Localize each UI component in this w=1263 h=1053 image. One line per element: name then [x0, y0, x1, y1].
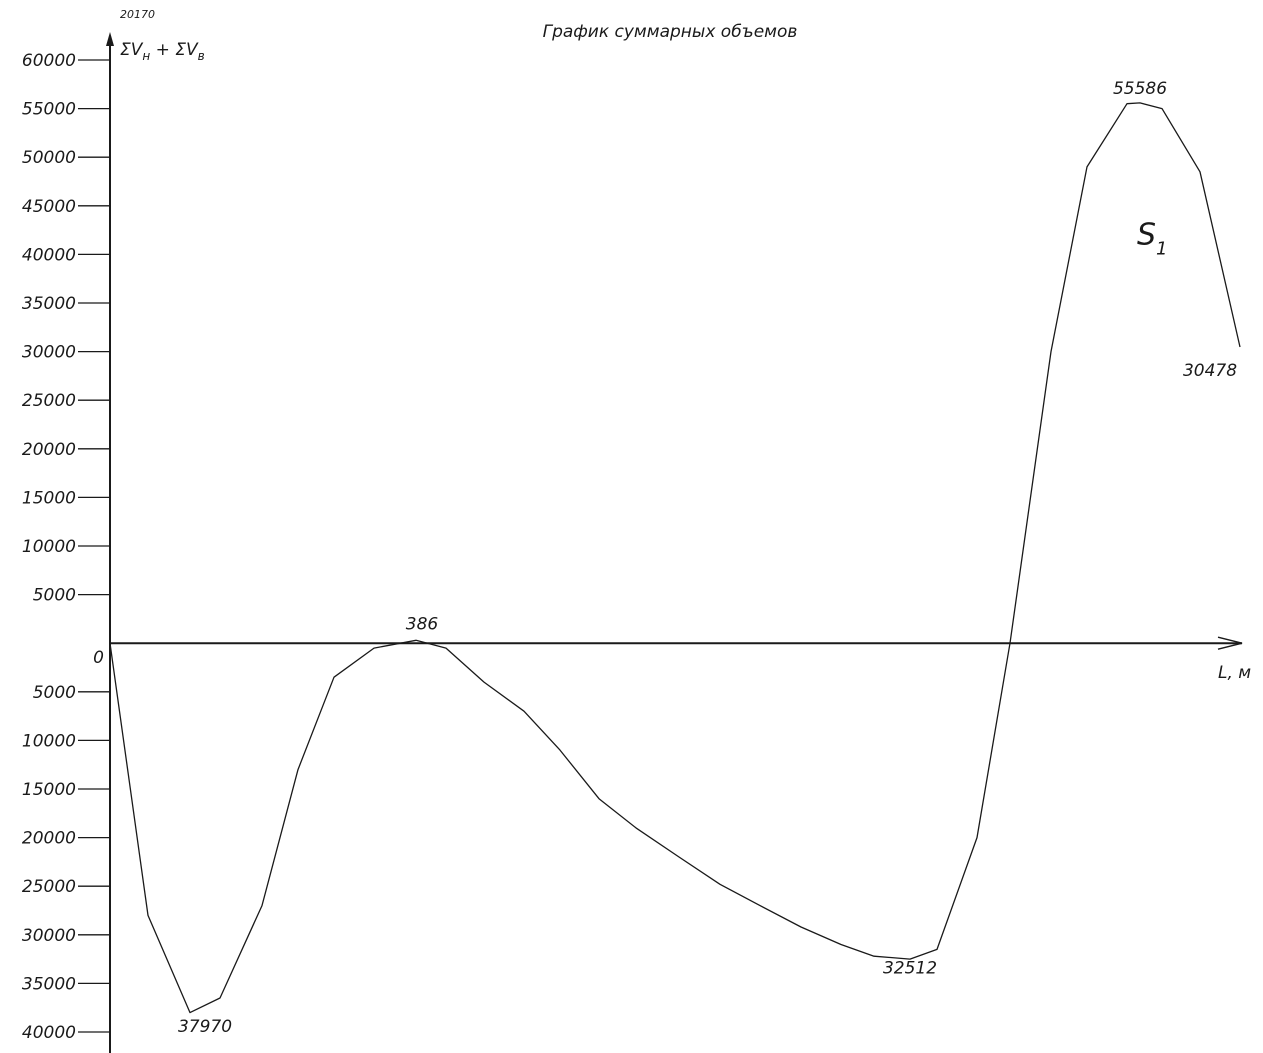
x-axis-label: L, м — [1218, 663, 1251, 683]
y-tick-label: 15000 — [22, 780, 76, 800]
y-axis-arrowhead — [106, 32, 114, 46]
y-tick-label: 35000 — [22, 974, 76, 994]
region-label-main: S — [1137, 218, 1156, 253]
y-tick-label: 10000 — [22, 537, 76, 557]
y-tick-label: 45000 — [22, 197, 76, 217]
y-tick-label: 20000 — [22, 829, 76, 849]
y-tick-label: 25000 — [22, 391, 76, 411]
data-label: 37970 — [178, 1017, 232, 1037]
y-tick-label: 25000 — [22, 877, 76, 897]
chart-title: График суммарных объемов — [543, 22, 798, 42]
data-label-layer: 37970 386 32512 55586 30478 — [178, 79, 1237, 1037]
data-label: 55586 — [1113, 79, 1167, 99]
x-axis-arrowhead — [1217, 636, 1243, 650]
y-tick-label: 40000 — [22, 245, 76, 265]
y-label-sub-1: н — [142, 49, 150, 63]
series-line — [109, 102, 1241, 1014]
y-tick-label: 30000 — [22, 343, 76, 363]
y-label-sub-2: в — [198, 49, 205, 63]
y-tick-label: 55000 — [22, 100, 76, 120]
corner-mark: 20170 — [120, 8, 155, 21]
y-tick-label: 30000 — [22, 926, 76, 946]
y-label-part-1: ΣV — [120, 40, 144, 60]
y-tick-label: 50000 — [22, 148, 76, 168]
y-tick-label: 40000 — [22, 1023, 76, 1043]
data-label: 32512 — [883, 959, 937, 979]
region-label-sub: 1 — [1156, 239, 1167, 260]
y-tick-label: 5000 — [33, 586, 76, 606]
y-tick-label: 60000 — [22, 51, 76, 71]
y-tick-layer: 6000055000500004500040000350003000025000… — [22, 51, 110, 1043]
y-axis-label: ΣVн + ΣVв — [120, 40, 205, 63]
data-label: 30478 — [1183, 361, 1237, 381]
region-label-s1: S1 — [1137, 218, 1168, 260]
y-tick-label: 35000 — [22, 294, 76, 314]
y-tick-label: 5000 — [33, 683, 76, 703]
data-label: 386 — [406, 615, 439, 635]
y-label-part-2: + ΣV — [150, 40, 199, 60]
y-tick-label: 10000 — [22, 731, 76, 751]
y-tick-label: 20000 — [22, 440, 76, 460]
y-tick-label: 15000 — [22, 488, 76, 508]
y-tick-label: 0 — [93, 648, 104, 668]
